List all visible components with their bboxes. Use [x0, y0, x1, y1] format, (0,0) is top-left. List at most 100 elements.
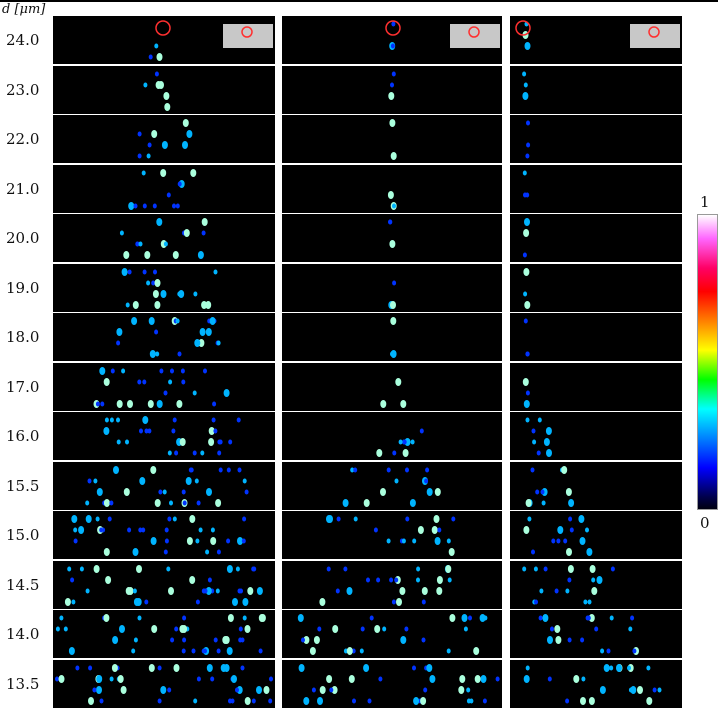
speckle-dot — [326, 674, 333, 683]
speckle-image — [525, 120, 531, 159]
speckle-image — [385, 20, 500, 50]
speckle-dot — [332, 625, 339, 633]
speckle-dot — [495, 676, 500, 681]
speckle-panel — [510, 16, 682, 64]
speckle-dot — [534, 599, 538, 604]
speckle-dot — [591, 577, 596, 582]
speckle-dot — [434, 537, 441, 545]
speckle-dot — [522, 566, 527, 571]
speckle-dot — [569, 527, 574, 533]
speckle-image — [116, 317, 221, 358]
speckle-panel — [53, 16, 275, 64]
speckle-dot — [172, 203, 176, 208]
speckle-dot — [111, 663, 118, 672]
speckle-dot — [141, 527, 146, 533]
speckle-dot — [177, 351, 182, 357]
speckle-panel — [510, 412, 682, 460]
marker-circle — [155, 20, 171, 36]
speckle-dot — [208, 427, 215, 435]
speckle-dot — [523, 526, 530, 534]
speckle-panel — [53, 263, 275, 312]
speckle-dot — [71, 599, 76, 604]
speckle-dot — [657, 687, 662, 692]
speckle-dot — [327, 515, 333, 523]
speckle-image — [523, 515, 593, 556]
speckle-dot — [198, 527, 203, 533]
speckle-panel — [282, 511, 502, 559]
speckle-dot — [136, 564, 142, 573]
speckle-panel — [510, 511, 682, 559]
speckle-dot — [431, 526, 438, 534]
speckle-dot — [242, 615, 247, 621]
speckle-dot — [167, 516, 172, 522]
speckle-dot — [532, 439, 537, 445]
speckle-dot — [201, 300, 208, 309]
speckle-dot — [550, 626, 554, 632]
speckle-dot — [162, 489, 167, 494]
speckle-image — [93, 366, 230, 408]
speckle-dot — [389, 577, 394, 582]
speckle-dot — [404, 626, 409, 632]
speckle-dot — [189, 575, 196, 584]
speckle-dot — [646, 665, 651, 670]
speckle-image — [388, 219, 396, 248]
speckle-dot — [390, 350, 397, 358]
speckle-dot — [154, 278, 161, 287]
speckle-dot — [164, 527, 169, 533]
speckle-dot — [147, 142, 152, 148]
speckle-dot — [153, 269, 157, 274]
colorbar-min-label: 0 — [700, 514, 710, 532]
speckle-dot — [133, 637, 138, 643]
speckle-dot — [181, 648, 186, 654]
speckle-dot — [387, 190, 394, 199]
speckle-dot — [127, 269, 132, 274]
speckle-dot — [152, 289, 159, 298]
speckle-dot — [524, 218, 530, 226]
speckle-dot — [336, 516, 341, 522]
speckle-dot — [416, 577, 420, 582]
speckle-dot — [568, 516, 573, 522]
speckle-dot — [343, 566, 348, 571]
speckle-dot — [75, 665, 80, 670]
speckle-dot — [348, 674, 355, 683]
speckle-dot — [178, 289, 185, 298]
speckle-image — [298, 663, 500, 705]
speckle-dot — [147, 428, 152, 434]
speckle-dot — [55, 676, 59, 681]
speckle-dot — [213, 428, 218, 434]
speckle-dot — [193, 291, 198, 296]
speckle-dot — [632, 648, 637, 654]
speckle-image — [119, 218, 208, 259]
speckle-dot — [174, 626, 179, 632]
speckle-dot — [421, 599, 426, 604]
speckle-dot — [216, 648, 221, 654]
speckle-dot — [366, 577, 370, 582]
speckle-dot — [522, 170, 527, 175]
speckle-dot — [148, 54, 153, 60]
speckle-dot — [73, 527, 78, 533]
speckle-dot — [144, 251, 151, 259]
speckle-dot — [646, 696, 653, 705]
speckle-dot — [170, 368, 174, 373]
speckle-dot — [388, 219, 393, 225]
speckle-dot — [525, 153, 530, 159]
speckle-panel — [282, 65, 502, 114]
speckle-dot — [329, 687, 334, 692]
speckle-dot — [156, 53, 163, 61]
speckle-dot — [226, 564, 233, 573]
speckle-dot — [137, 379, 142, 384]
speckle-image — [523, 267, 531, 309]
speckle-dot — [353, 516, 358, 522]
speckle-dot — [230, 698, 235, 703]
speckle-dot — [565, 487, 572, 496]
speckle-dot — [183, 229, 190, 237]
speckle-dot — [459, 674, 466, 683]
speckle-dot — [319, 597, 326, 606]
speckle-dot — [121, 368, 126, 373]
speckle-image — [387, 190, 397, 210]
speckle-dot — [171, 428, 176, 434]
speckle-dot — [533, 566, 538, 571]
speckle-dot — [256, 685, 262, 694]
speckle-dot — [163, 241, 168, 247]
speckle-dot — [242, 516, 247, 522]
